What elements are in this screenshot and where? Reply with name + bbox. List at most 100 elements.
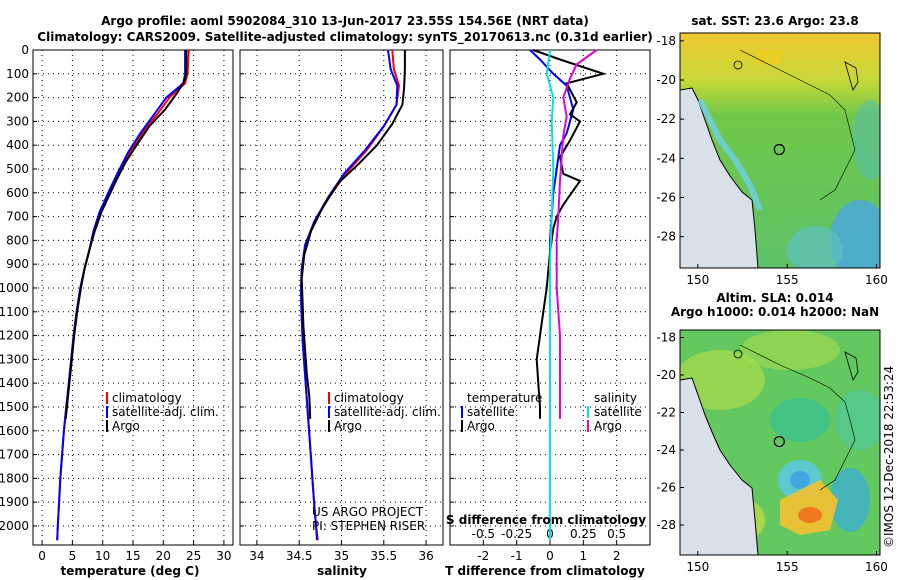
x-tick-label: 35 [334,549,349,563]
secondary-x-tick-label: 0.25 [570,527,597,541]
difference-legend-salinity: salinity satellite Argo [587,391,642,433]
australia-land [680,378,758,555]
depth-tick-label: 1000 [0,281,29,295]
sla-map [680,330,880,555]
sla-bathymetry-contour [739,344,856,491]
legend-argo-s: Argo [594,419,622,433]
sst-map-frame [679,32,881,269]
series-line-s-satellite [545,49,555,541]
depth-tick-label: 500 [6,162,29,176]
x-tick-label: 10 [95,549,110,563]
depth-tick-label: 600 [6,186,29,200]
sla-anomaly [740,330,840,370]
map-lat-label: -18 [656,331,676,345]
salinity-xlabel: salinity [317,564,367,578]
sla-map-title1: Altim. SLA: 0.014 [716,291,833,305]
map-lat-label: -26 [656,191,676,205]
depth-tick-label: 400 [6,138,29,152]
depth-tick-label: 1600 [0,424,29,438]
legend-sat: satellite [467,405,515,419]
map-lat-label: -22 [656,112,676,126]
sst-cool-patch [787,226,843,268]
x-tick-label: 30 [216,549,231,563]
legend-clim: climatology [112,391,182,405]
legend-temperature-title: temperature [467,391,542,405]
sla-anomaly [790,471,810,489]
sst-cool-patch [852,100,880,180]
depth-tick-label: 200 [6,91,29,105]
temperature-xlabel: temperature (deg C) [61,564,200,578]
secondary-x-tick-label: -0.5 [472,527,495,541]
map-lat-label: -24 [656,443,676,457]
depth-tick-label: 800 [6,233,29,247]
series-line-satellite-adj-clim- [56,50,187,541]
coastline [680,87,759,268]
x-tick-label: 1 [580,549,588,563]
x-tick-label: 34.5 [286,549,313,563]
header-line1: Argo profile: aoml 5902084_310 13-Jun-20… [101,14,589,29]
depth-tick-label: 0 [21,43,29,57]
sst-warm-patch [756,50,782,64]
series-line-climatology [56,49,190,541]
sla-anomaly [830,468,870,532]
legend-sat: satellite-adj. clim. [334,405,441,419]
series-line-s-argo [555,49,598,419]
header-line2: Climatology: CARS2009. Satellite-adjuste… [37,30,652,45]
x-tick-label: -2 [477,549,489,563]
seamount-contour [733,349,743,359]
map-lon-label: 160 [865,273,888,287]
sla-map-frame [679,329,881,556]
legend-salinity-title: salinity [594,391,637,405]
sst-map-title: sat. SST: 23.6 Argo: 23.8 [691,14,858,28]
x-tick-label: -1 [511,549,523,563]
series-line-satellite-adj-clim- [299,49,399,541]
x-tick-label: 36 [418,549,433,563]
legend-argo: Argo [334,419,362,433]
x-tick-label: 15 [125,549,140,563]
map-lat-label: -20 [656,368,676,382]
legend-argo: Argo [467,419,495,433]
legend-sat: satellite-adj. clim. [112,405,219,419]
sla-anomaly [770,398,830,442]
sla-map-title2: Argo h1000: 0.014 h2000: NaN [671,305,879,319]
legend-argo: Argo [112,419,140,433]
map-lat-label: -20 [656,73,676,87]
map-lon-label: 155 [776,273,799,287]
series-line-argo [300,50,406,419]
map-lat-label: -28 [656,518,676,532]
x-tick-label: 5 [69,549,77,563]
depth-tick-label: 1400 [0,376,29,390]
sst-map [680,33,880,268]
map-lon-label: 160 [865,560,888,574]
depth-tick-label: 700 [6,210,29,224]
map-lat-label: -22 [656,406,676,420]
map-ticks: 150 155 160 -18 -20 -22 -24 -26 -28 150 155 160 -18 -… [656,34,887,574]
x-tick-label: 20 [156,549,171,563]
series-layer [56,49,607,541]
x-tick-label: 34 [249,549,264,563]
depth-tick-label: 1300 [0,352,29,366]
sst-bathymetry-contour [739,49,856,201]
legend-clim: climatology [334,391,404,405]
reef-contour [844,61,859,91]
map-lat-label: -28 [656,230,676,244]
depth-tick-label: 100 [6,67,29,81]
imos-watermark: ©IMOS 12-Dec-2018 22:53:24 [882,366,896,548]
sla-anomaly [680,350,765,410]
x-tick-label: 25 [186,549,201,563]
depth-tick-label: 300 [6,114,29,128]
x-tick-label: 0 [546,549,554,563]
map-lon-label: 150 [686,560,709,574]
map-lon-label: 155 [776,560,799,574]
secondary-x-tick-label: -0.25 [501,527,532,541]
x-tick-label: 35.5 [370,549,397,563]
series-line-t-argo [532,49,607,419]
australia-land [680,88,758,268]
tdiff-xlabel: T difference from climatology [445,564,645,578]
x-tick-label: 0 [38,549,46,563]
map-lat-label: -26 [656,481,676,495]
series-line-argo [64,50,188,420]
argo-position-marker [773,143,785,156]
depth-tick-label: 1200 [0,329,29,343]
